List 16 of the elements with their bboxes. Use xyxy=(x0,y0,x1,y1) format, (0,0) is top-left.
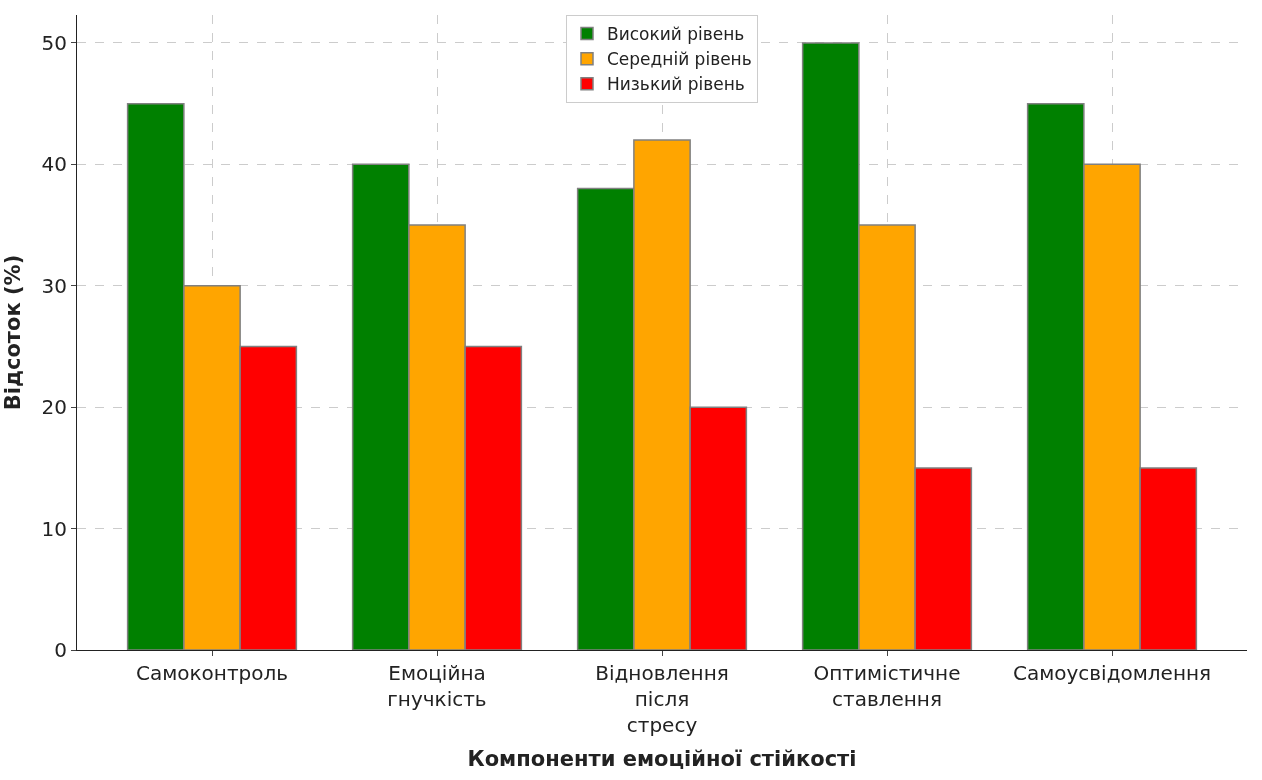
y-tick-label: 20 xyxy=(41,395,67,420)
x-tick-label: Відновлення після стресу xyxy=(595,661,729,737)
y-tick-label: 50 xyxy=(41,30,67,55)
x-axis-title: Компоненти емоційної стійкості xyxy=(467,747,857,772)
x-tick-label: Емоційна гнучкість xyxy=(387,661,487,711)
legend-label: Середній рівень xyxy=(607,49,752,70)
y-tick-label: 30 xyxy=(41,273,67,298)
legend-label: Низький рівень xyxy=(607,74,745,95)
x-tick-label: Самоконтроль xyxy=(135,661,289,685)
y-tick-label: 10 xyxy=(41,516,67,541)
legend-label: Високий рівень xyxy=(607,24,745,45)
y-tick-label: 0 xyxy=(54,638,67,662)
y-tick-label: 40 xyxy=(41,152,67,177)
y-axis-title: Відсоток (%) xyxy=(0,254,25,411)
x-tick-label: Оптимістичне ставлення xyxy=(813,661,961,711)
x-tick-label: Самоусвідомлення xyxy=(1012,661,1212,685)
